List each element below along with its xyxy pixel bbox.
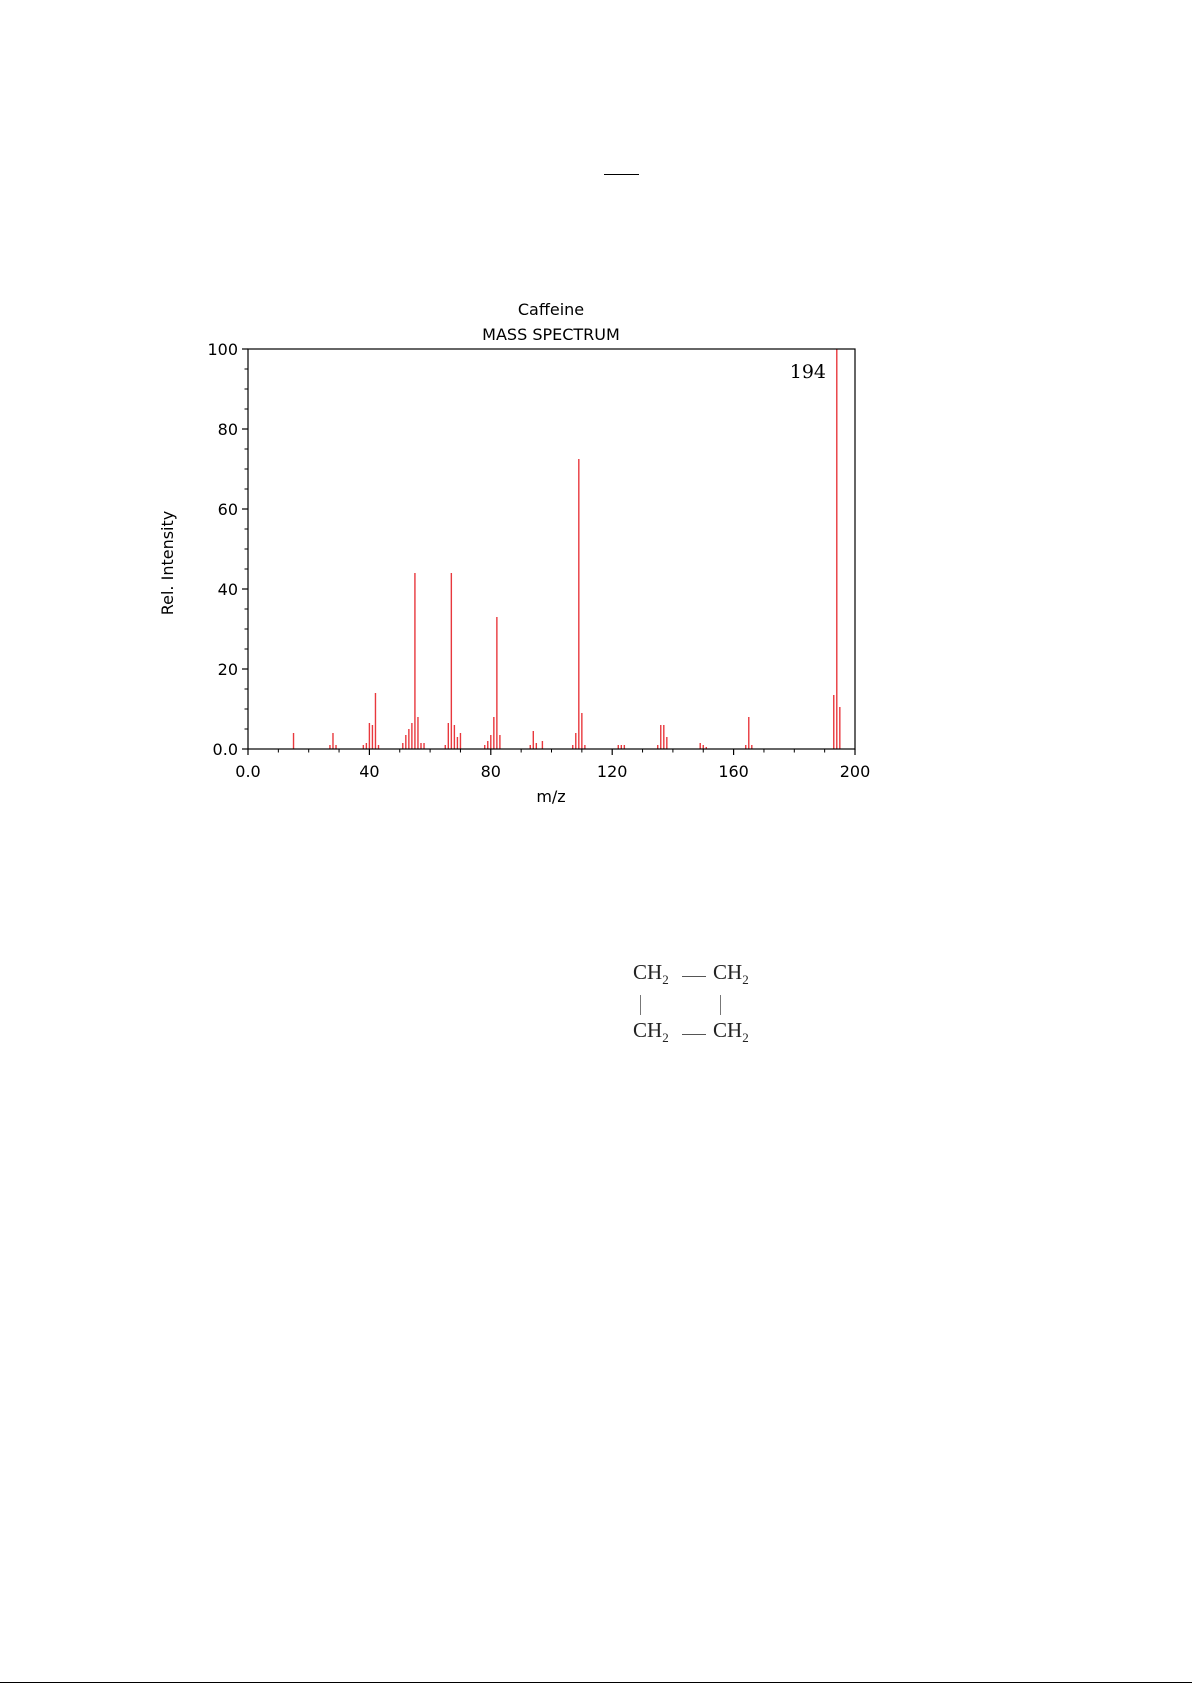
chart-axes: 0.0 40 80 120 160 200 0.0 20 40 60 80 100 bbox=[207, 340, 870, 781]
y-tick-label: 60 bbox=[218, 500, 238, 519]
peak-annotation: 194 bbox=[790, 361, 826, 383]
x-tick-label: 160 bbox=[718, 762, 749, 781]
x-tick-label: 80 bbox=[481, 762, 501, 781]
chart-title: Caffeine bbox=[518, 300, 584, 319]
y-tick-label: 0.0 bbox=[213, 740, 238, 759]
bond-left bbox=[640, 995, 641, 1015]
cyclobutane-structure: CH2 CH2 CH2 CH2 bbox=[630, 960, 770, 1060]
x-tick-label: 40 bbox=[359, 762, 379, 781]
y-tick-label: 40 bbox=[218, 580, 238, 599]
y-tick-label: 80 bbox=[218, 420, 238, 439]
peak-bars bbox=[292, 349, 841, 749]
structure-group-bottom-left: CH2 bbox=[633, 1018, 669, 1046]
x-tick-label: 120 bbox=[597, 762, 628, 781]
bond-top bbox=[682, 976, 706, 977]
bond-bottom bbox=[682, 1034, 706, 1035]
mass-spectrum-chart: Caffeine MASS SPECTRUM 0.0 40 80 120 160 2000… bbox=[158, 300, 870, 806]
structure-group-top-right: CH2 bbox=[713, 960, 749, 988]
y-tick-label: 100 bbox=[207, 340, 238, 359]
y-tick-label: 20 bbox=[218, 660, 238, 679]
x-axis-label: m/z bbox=[536, 787, 565, 806]
top-rule bbox=[604, 174, 639, 175]
bottom-rule bbox=[0, 1682, 1192, 1683]
bond-right bbox=[720, 995, 721, 1015]
y-axis-label: Rel. Intensity bbox=[158, 511, 177, 616]
x-tick-label: 200 bbox=[840, 762, 871, 781]
x-tick-label: 0.0 bbox=[235, 762, 260, 781]
structure-group-top-left: CH2 bbox=[633, 960, 669, 988]
chart-subtitle: MASS SPECTRUM bbox=[482, 325, 620, 344]
plot-frame bbox=[247, 348, 856, 750]
structure-group-bottom-right: CH2 bbox=[713, 1018, 749, 1046]
